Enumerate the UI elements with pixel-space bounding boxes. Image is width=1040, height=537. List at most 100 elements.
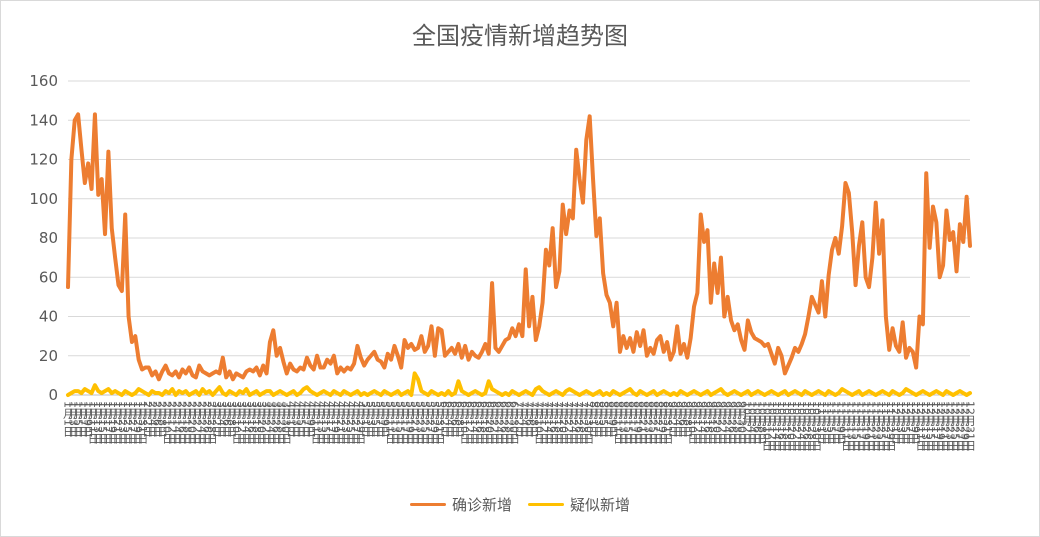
x-tick-label: 8月9日 [607, 401, 620, 437]
x-tick-label: 8月1日 [587, 401, 600, 437]
x-tick-label: 3月18日 [250, 401, 263, 444]
y-tick-label: 20 [39, 347, 58, 365]
x-tick-label: 7月20日 [557, 401, 570, 444]
x-tick-label: 1月15日 [96, 401, 109, 444]
x-tick-label: 10月14日 [770, 401, 783, 451]
x-tick-label: 4月9日 [304, 401, 317, 437]
x-tick-label: 6月30日 [508, 401, 521, 444]
x-tick-label: 8月13日 [617, 401, 630, 444]
x-tick-label: 11月21日 [864, 401, 877, 451]
x-tick-label: 7月4日 [517, 401, 530, 437]
y-axis-ticks: 0 20 40 60 80 100 120 140 160 [29, 72, 58, 404]
x-tick-label: 1月11日 [86, 401, 99, 444]
x-tick-label: 9月6日 [676, 401, 689, 437]
x-tick-label: 6月4日 [443, 401, 456, 437]
x-tick-label: 1月25日 [121, 401, 134, 444]
x-tick-label: 5月5日 [369, 401, 382, 437]
x-tick-label: 2月10日 [161, 401, 174, 444]
x-tick-label: 1月31日 [136, 401, 149, 444]
x-tick-label: 4月19日 [329, 401, 342, 444]
x-tick-label: 5月3日 [364, 401, 377, 437]
x-tick-label: 5月21日 [408, 401, 421, 444]
x-tick-label: 6月28日 [503, 401, 516, 444]
x-tick-label: 11月9日 [835, 401, 848, 444]
x-tick-label: 2月22日 [190, 401, 203, 444]
x-tick-label: 3月10日 [230, 401, 243, 444]
x-tick-label: 8月11日 [612, 401, 625, 444]
x-tick-label: 3月24日 [265, 401, 278, 444]
x-tick-label: 12月29日 [959, 401, 972, 451]
x-tick-label: 10月2日 [740, 401, 753, 444]
x-tick-label: 5月27日 [423, 401, 436, 444]
x-tick-label: 4月27日 [349, 401, 362, 444]
x-tick-label: 1月21日 [111, 401, 124, 444]
x-tick-label: 12月9日 [909, 401, 922, 444]
x-tick-label: 11月17日 [854, 401, 867, 451]
legend-swatch-suspected [528, 503, 564, 506]
x-tick-label: 4月13日 [314, 401, 327, 444]
x-tick-label: 8月19日 [631, 401, 644, 444]
x-tick-label: 11月13日 [845, 401, 858, 451]
x-tick-label: 6月10日 [458, 401, 471, 444]
x-tick-label: 12月5日 [899, 401, 912, 444]
x-tick-label: 10月10日 [760, 401, 773, 451]
x-tick-label: 2月20日 [185, 401, 198, 444]
x-tick-label: 12月3日 [894, 401, 907, 444]
x-tick-label: 12月27日 [954, 401, 967, 451]
x-tick-label: 1月1日 [62, 401, 75, 437]
x-tick-label: 4月29日 [354, 401, 367, 444]
x-tick-label: 2月28日 [205, 401, 218, 444]
x-tick-label: 4月11日 [309, 401, 322, 444]
x-tick-label: 6月8日 [453, 401, 466, 437]
x-tick-label: 2月16日 [175, 401, 188, 444]
x-tick-label: 12月7日 [904, 401, 917, 444]
x-tick-label: 4月5日 [294, 401, 307, 437]
x-tick-label: 7月2日 [513, 401, 526, 437]
x-tick-label: 7月22日 [562, 401, 575, 444]
x-tick-label: 3月12日 [235, 401, 248, 444]
x-tick-label: 6月22日 [488, 401, 501, 444]
x-tick-label: 1月7日 [76, 401, 89, 437]
x-tick-label: 2月26日 [200, 401, 213, 444]
legend-item-suspected[interactable]: 疑似新增 [528, 494, 630, 515]
x-tick-label: 1月29日 [131, 401, 144, 444]
legend-label-suspected: 疑似新增 [570, 496, 631, 514]
x-tick-label: 2月24日 [195, 401, 208, 444]
x-tick-label: 6月24日 [493, 401, 506, 444]
x-tick-label: 10月8日 [755, 401, 768, 444]
x-tick-label: 8月27日 [651, 401, 664, 444]
x-tick-label: 7月10日 [532, 401, 545, 444]
x-tick-label: 6月14日 [468, 401, 481, 444]
x-tick-label: 5月19日 [403, 401, 416, 444]
x-tick-label: 7月6日 [522, 401, 535, 437]
x-tick-label: 9月2日 [666, 401, 679, 437]
x-tick-label: 8月29日 [656, 401, 669, 444]
x-tick-label: 10月28日 [805, 401, 818, 451]
x-tick-label: 1月17日 [101, 401, 114, 444]
x-tick-label: 11月11日 [840, 401, 853, 451]
x-tick-label: 12月23日 [944, 401, 957, 451]
x-tick-label: 10月24日 [795, 401, 808, 451]
x-tick-label: 8月23日 [641, 401, 654, 444]
x-tick-label: 3月6日 [220, 401, 233, 437]
x-tick-label: 7月26日 [572, 401, 585, 444]
x-tick-label: 3月30日 [280, 401, 293, 444]
x-tick-label: 3月22日 [260, 401, 273, 444]
x-tick-label: 12月31日 [964, 401, 977, 451]
x-axis-ticks: 1月1日1月3日1月5日1月7日1月9日1月11日1月13日1月15日1月17日… [62, 401, 977, 451]
x-tick-label: 12月25日 [949, 401, 962, 451]
x-tick-label: 9月22日 [716, 401, 729, 444]
legend: 确诊新增 疑似新增 [0, 494, 1040, 515]
x-tick-label: 10月20日 [785, 401, 798, 451]
x-tick-label: 12月17日 [929, 401, 942, 451]
legend-item-confirmed[interactable]: 确诊新增 [409, 494, 512, 515]
x-tick-label: 9月30日 [736, 401, 749, 444]
x-tick-label: 6月2日 [438, 401, 451, 437]
x-tick-label: 9月10日 [686, 401, 699, 444]
x-tick-label: 10月22日 [790, 401, 803, 451]
x-tick-label: 2月18日 [180, 401, 193, 444]
x-tick-label: 9月14日 [696, 401, 709, 444]
x-tick-label: 10月6日 [750, 401, 763, 444]
x-tick-label: 6月18日 [478, 401, 491, 444]
x-tick-label: 5月15日 [394, 401, 407, 444]
